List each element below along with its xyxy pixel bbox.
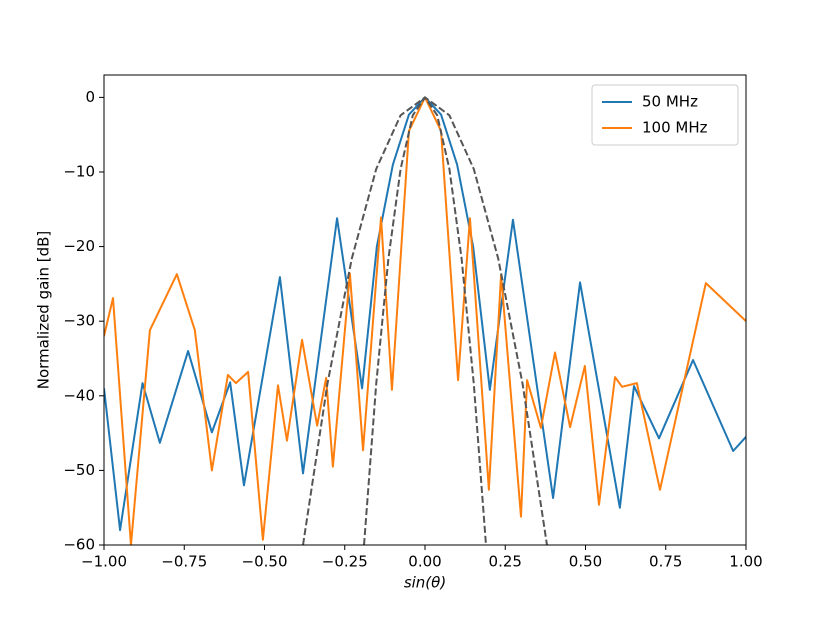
plot-area xyxy=(104,96,746,545)
legend-label: 50 MHz xyxy=(642,93,698,111)
x-tick-label: 1.00 xyxy=(729,553,762,571)
y-axis-label: Normalized gain [dB] xyxy=(35,231,53,390)
y-tick-label: 0 xyxy=(85,88,95,106)
series-line xyxy=(104,96,746,532)
x-tick-label: 0.50 xyxy=(569,553,602,571)
x-tick-label: −0.25 xyxy=(322,553,368,571)
x-tick-label: 0.25 xyxy=(489,553,522,571)
x-tick-label: −0.50 xyxy=(242,553,288,571)
x-axis-label: sin(θ) xyxy=(404,574,446,592)
y-tick-label: −30 xyxy=(63,312,95,330)
series-line xyxy=(104,96,746,545)
series-line xyxy=(363,96,487,545)
legend-frame xyxy=(591,84,739,146)
y-tick-label: −40 xyxy=(63,386,95,404)
legend: 50 MHz 100 MHz xyxy=(591,84,739,146)
x-tick-label: 0.75 xyxy=(649,553,682,571)
series-line xyxy=(302,96,548,545)
x-tick-label: 0.00 xyxy=(408,553,441,571)
y-tick-label: −50 xyxy=(63,461,95,479)
legend-label: 100 MHz xyxy=(642,119,708,137)
y-tick-label: −10 xyxy=(63,162,95,180)
y-tick-label: −60 xyxy=(63,536,95,554)
x-tick-label: −1.00 xyxy=(81,553,127,571)
y-tick-label: −20 xyxy=(63,237,95,255)
x-tick-label: −0.75 xyxy=(161,553,207,571)
